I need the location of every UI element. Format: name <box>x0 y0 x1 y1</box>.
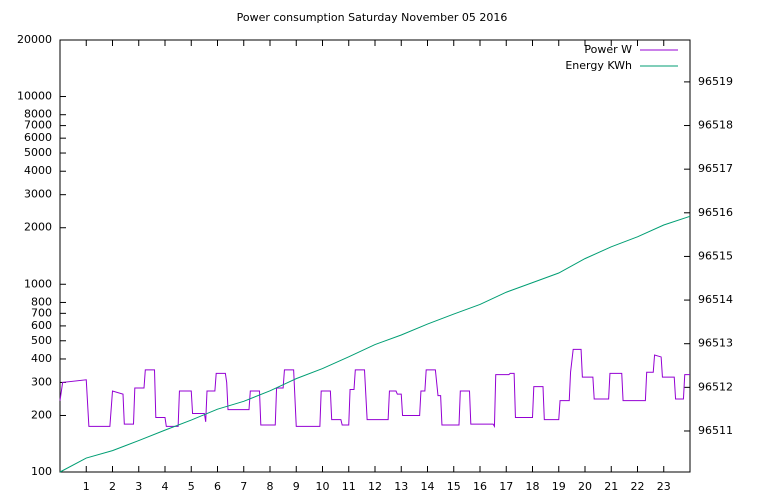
y-tick-label: 2000 <box>24 221 52 234</box>
y-tick-label: 100 <box>31 465 52 478</box>
y-tick-label: 400 <box>31 352 52 365</box>
y2-tick-label: 96518 <box>698 119 733 132</box>
y-tick-label: 10000 <box>17 90 52 103</box>
x-tick-label: 21 <box>604 480 618 493</box>
y-tick-label: 800 <box>31 295 52 308</box>
y-tick-label: 1000 <box>24 277 52 290</box>
y-tick-label: 5000 <box>24 146 52 159</box>
x-tick-label: 16 <box>473 480 487 493</box>
x-tick-label: 20 <box>578 480 592 493</box>
x-tick-label: 12 <box>368 480 382 493</box>
x-tick-label: 14 <box>421 480 435 493</box>
y-tick-label: 600 <box>31 319 52 332</box>
y2-tick-label: 96514 <box>698 293 733 306</box>
x-tick-label: 7 <box>240 480 247 493</box>
y-tick-label: 20000 <box>17 33 52 46</box>
x-tick-label: 6 <box>214 480 221 493</box>
y-tick-label: 3000 <box>24 188 52 201</box>
x-tick-label: 10 <box>316 480 330 493</box>
y2-tick-label: 96513 <box>698 337 733 350</box>
x-tick-label: 13 <box>394 480 408 493</box>
series-line <box>59 348 690 429</box>
x-tick-label: 18 <box>526 480 540 493</box>
x-tick-label: 4 <box>162 480 169 493</box>
y-tick-label: 7000 <box>24 119 52 132</box>
x-tick-label: 17 <box>499 480 513 493</box>
x-tick-label: 22 <box>631 480 645 493</box>
y2-tick-label: 96517 <box>698 162 733 175</box>
x-tick-label: 8 <box>267 480 274 493</box>
plot-frame <box>59 39 691 473</box>
x-tick-label: 1 <box>83 480 90 493</box>
x-tick-label: 15 <box>447 480 461 493</box>
y-tick-label: 200 <box>31 408 52 421</box>
y2-tick-label: 96512 <box>698 380 733 393</box>
legend-label: Power W <box>584 43 632 56</box>
x-tick-label: 19 <box>552 480 566 493</box>
legend-label: Energy KWh <box>565 59 632 72</box>
x-tick-label: 9 <box>293 480 300 493</box>
x-tick-label: 5 <box>188 480 195 493</box>
y2-tick-label: 96519 <box>698 75 733 88</box>
y-tick-label: 700 <box>31 306 52 319</box>
y-tick-label: 8000 <box>24 108 52 121</box>
chart-title: Power consumption Saturday November 05 2… <box>237 11 508 24</box>
x-tick-label: 23 <box>657 480 671 493</box>
y2-tick-label: 96516 <box>698 206 733 219</box>
y-tick-label: 500 <box>31 334 52 347</box>
x-tick-label: 11 <box>342 480 356 493</box>
y2-tick-label: 96511 <box>698 424 733 437</box>
series-line <box>59 215 691 473</box>
x-tick-label: 2 <box>109 480 116 493</box>
y2-tick-label: 96515 <box>698 249 733 262</box>
x-tick-label: 3 <box>135 480 142 493</box>
y-tick-label: 4000 <box>24 164 52 177</box>
y-tick-label: 6000 <box>24 131 52 144</box>
y-tick-label: 300 <box>31 375 52 388</box>
